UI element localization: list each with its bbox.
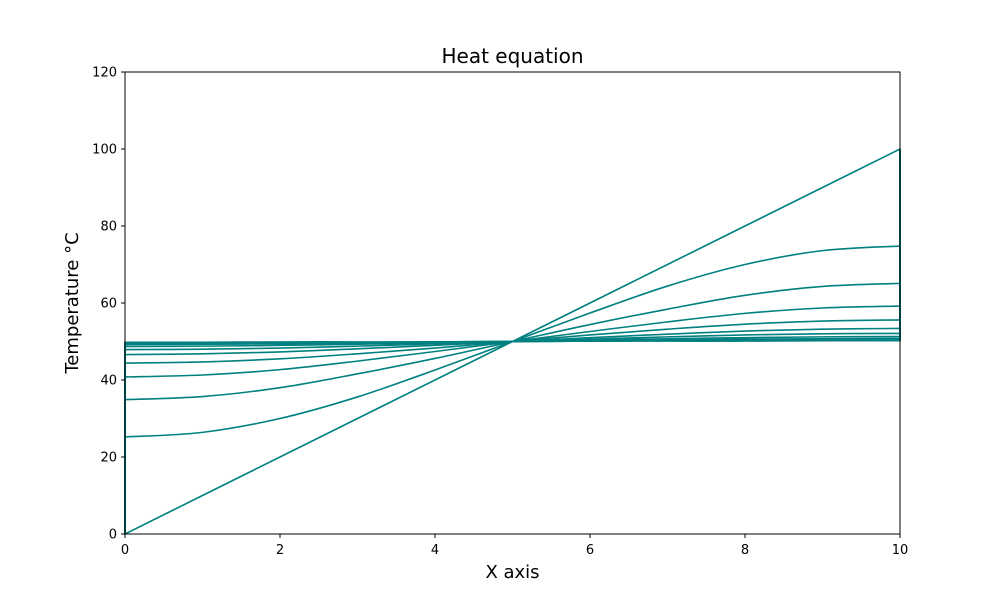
plot-frame: [124, 71, 901, 535]
x-tick-label: 8: [741, 543, 749, 558]
y-tick-label: 20: [100, 451, 117, 466]
x-axis-label: X axis: [485, 562, 539, 583]
y-tick-label: 0: [109, 528, 117, 543]
x-tick-label: 6: [586, 543, 594, 558]
y-axis-ticks: 0 20 40 60 80 100 120: [92, 66, 125, 543]
y-tick-label: 80: [100, 220, 117, 235]
x-axis-ticks: 0 2 4 6 8 10: [121, 534, 908, 558]
y-tick-label: 60: [100, 297, 117, 312]
y-axis-label: Temperature °C: [62, 232, 83, 374]
plot-lines: [124, 148, 901, 535]
heat-curve-12: [124, 339, 901, 344]
x-tick-label: 2: [276, 543, 284, 558]
chart-title: Heat equation: [441, 44, 583, 68]
y-tick-label: 100: [92, 143, 117, 158]
y-tick-label: 40: [100, 374, 117, 389]
y-tick-label: 120: [92, 66, 117, 81]
x-tick-label: 0: [121, 543, 129, 558]
x-tick-label: 4: [431, 543, 439, 558]
x-tick-label: 10: [892, 543, 909, 558]
